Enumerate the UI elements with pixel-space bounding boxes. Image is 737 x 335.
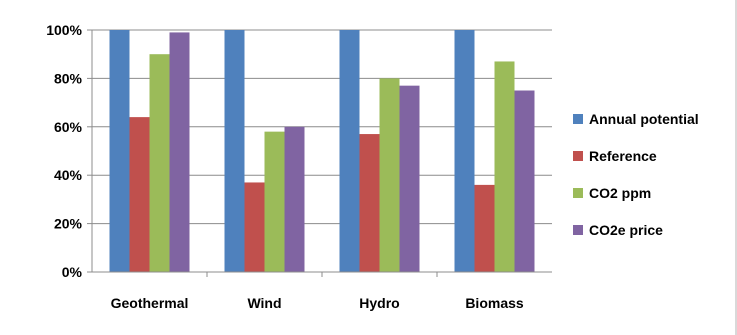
y-tick-label: 40% bbox=[54, 167, 83, 183]
x-category-label: Hydro bbox=[359, 295, 399, 311]
bar-co2e-price-wind bbox=[284, 126, 305, 272]
bar-co2-ppm-hydro bbox=[379, 78, 400, 273]
bar-reference-biomass bbox=[474, 184, 495, 272]
bar-co2e-price-biomass bbox=[514, 90, 535, 272]
legend-label: CO2e price bbox=[589, 222, 663, 238]
y-tick-label: 100% bbox=[46, 22, 82, 38]
legend-swatch bbox=[573, 114, 583, 124]
legend-swatch bbox=[573, 188, 583, 198]
x-category-label: Wind bbox=[247, 295, 281, 311]
bar-co2-ppm-biomass bbox=[494, 61, 515, 273]
bar-annual-potential-hydro bbox=[339, 30, 360, 272]
y-tick-label: 0% bbox=[62, 264, 83, 280]
x-category-label: Biomass bbox=[465, 295, 524, 311]
bar-reference-hydro bbox=[359, 134, 380, 272]
bars bbox=[109, 30, 535, 273]
bar-co2e-price-hydro bbox=[399, 85, 420, 272]
y-tick-label: 20% bbox=[54, 216, 83, 232]
legend-label: Annual potential bbox=[589, 111, 699, 127]
y-tick-label: 60% bbox=[54, 119, 83, 135]
x-category-label: Geothermal bbox=[111, 295, 189, 311]
bar-co2-ppm-geothermal bbox=[149, 54, 170, 273]
bar-reference-wind bbox=[244, 182, 265, 272]
y-tick-label: 80% bbox=[54, 70, 83, 86]
legend-label: Reference bbox=[589, 148, 657, 164]
bar-annual-potential-biomass bbox=[454, 30, 475, 272]
legend: Annual potential Reference CO2 ppm CO2e pri… bbox=[573, 111, 699, 238]
bar-co2-ppm-wind bbox=[264, 131, 285, 272]
legend-label: CO2 ppm bbox=[589, 185, 651, 201]
bar-co2e-price-geothermal bbox=[169, 32, 190, 272]
axes: 0% 20% 40% 60% 80% 100% Geothermal Wind Hydro Bio… bbox=[46, 22, 552, 311]
bar-reference-geothermal bbox=[129, 117, 150, 273]
legend-swatch bbox=[573, 151, 583, 161]
bar-annual-potential-geothermal bbox=[109, 30, 130, 272]
legend-swatch bbox=[573, 225, 583, 235]
bar-annual-potential-wind bbox=[224, 30, 245, 272]
